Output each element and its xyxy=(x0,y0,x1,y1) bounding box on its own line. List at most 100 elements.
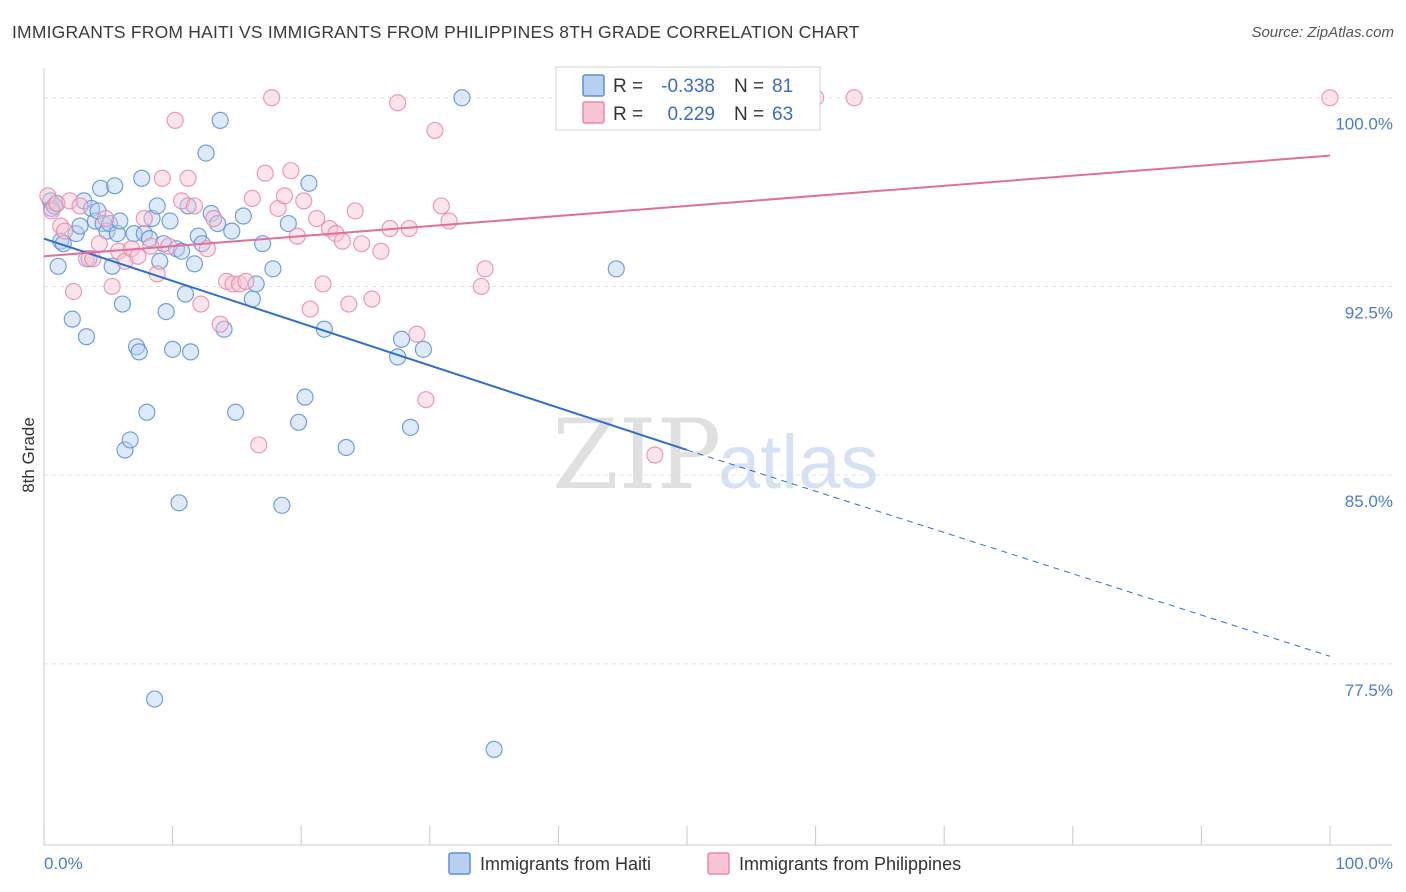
data-point xyxy=(337,438,355,457)
watermark-zip: ZIP xyxy=(552,399,721,511)
data-point xyxy=(166,111,184,129)
data-point xyxy=(426,121,444,140)
y-axis-title: 8th Grade xyxy=(19,417,38,493)
source-label: Source: ZipAtlas.com xyxy=(1251,24,1394,41)
data-point xyxy=(106,177,124,195)
data-point xyxy=(389,94,407,112)
data-point xyxy=(392,330,411,348)
data-point xyxy=(250,436,268,454)
data-point xyxy=(282,162,300,180)
data-point xyxy=(346,202,364,220)
data-point xyxy=(223,222,241,240)
x-tick-label: 100.0% xyxy=(1335,854,1393,873)
data-point xyxy=(476,260,494,278)
data-point xyxy=(145,690,164,708)
data-point xyxy=(157,303,175,321)
data-point xyxy=(153,169,171,187)
y-tick-label: 85.0% xyxy=(1345,492,1393,511)
legend-haiti-r-value: -0.338 xyxy=(661,76,715,97)
philippines-points xyxy=(39,89,1339,464)
legend-swatch-philippines xyxy=(582,101,605,124)
data-point xyxy=(138,403,156,421)
data-point xyxy=(161,212,179,230)
data-point xyxy=(237,272,255,291)
data-point xyxy=(55,222,74,240)
data-point xyxy=(224,275,242,293)
data-point xyxy=(414,340,432,358)
data-point xyxy=(372,242,390,260)
bottom-legend-swatch-haiti xyxy=(448,852,471,875)
data-point xyxy=(273,496,291,514)
data-point xyxy=(256,164,274,182)
data-point xyxy=(133,169,151,187)
data-point xyxy=(71,197,89,215)
data-point xyxy=(90,235,108,253)
data-point xyxy=(227,403,245,421)
data-point xyxy=(295,192,313,210)
data-point xyxy=(61,192,79,210)
data-point xyxy=(77,328,96,346)
data-point xyxy=(182,343,200,361)
x-tick-labels: 0.0% 100.0% xyxy=(44,854,1393,873)
data-point xyxy=(148,197,166,215)
data-point xyxy=(340,295,358,313)
data-point xyxy=(290,413,308,431)
y-tick-label: 92.5% xyxy=(1345,303,1393,322)
data-point xyxy=(417,391,435,409)
data-point xyxy=(176,285,195,303)
data-point xyxy=(97,209,115,228)
data-point xyxy=(179,169,197,187)
data-point xyxy=(408,325,426,343)
data-point xyxy=(472,277,490,296)
data-point xyxy=(170,494,188,512)
data-point xyxy=(130,343,148,361)
data-point xyxy=(108,225,126,243)
data-point xyxy=(173,242,191,260)
legend-philippines-r-value: 0.229 xyxy=(667,104,715,125)
data-point xyxy=(211,315,229,333)
y-tick-label: 100.0% xyxy=(1335,115,1393,134)
data-point xyxy=(275,187,294,205)
data-point xyxy=(103,277,121,296)
data-point xyxy=(453,89,471,107)
data-point xyxy=(296,388,314,406)
data-point xyxy=(485,740,503,758)
data-point xyxy=(363,290,381,308)
legend-philippines-n-label: N = xyxy=(734,104,764,125)
data-point xyxy=(64,282,83,301)
data-point xyxy=(211,111,229,129)
data-point xyxy=(401,418,420,436)
bottom-legend-philippines: Immigrants from Philippines xyxy=(739,854,961,874)
philippines-trend-line xyxy=(43,154,1331,258)
watermark-atlas: atlas xyxy=(718,420,879,505)
data-point xyxy=(164,340,182,358)
legend-philippines-n-value: 63 xyxy=(772,104,793,125)
data-point xyxy=(49,257,67,275)
data-point xyxy=(243,189,261,207)
data-point xyxy=(308,209,326,228)
bottom-legend-swatch-philippines xyxy=(707,852,730,875)
data-point xyxy=(845,89,863,107)
data-point xyxy=(91,179,110,197)
gridlines xyxy=(44,97,1392,665)
data-point xyxy=(353,235,371,253)
stats-legend: R = -0.338 N = 81 R = 0.229 N = 63 xyxy=(555,66,821,131)
trend-lines xyxy=(43,154,1331,657)
data-point xyxy=(192,295,210,313)
data-point xyxy=(646,446,664,464)
data-point xyxy=(1321,89,1339,107)
bottom-legend: Immigrants from Haiti Immigrants from Ph… xyxy=(448,852,961,875)
bottom-legend-haiti: Immigrants from Haiti xyxy=(480,854,651,874)
data-point xyxy=(84,250,102,268)
data-point xyxy=(279,214,297,233)
data-point xyxy=(315,320,333,338)
data-point xyxy=(247,275,265,293)
data-point xyxy=(135,209,153,228)
data-point xyxy=(607,260,625,278)
y-tick-labels: 77.5% 85.0% 92.5% 100.0% xyxy=(1335,115,1393,700)
data-point xyxy=(173,192,191,210)
data-point xyxy=(121,431,139,449)
data-point xyxy=(116,441,134,459)
data-point xyxy=(185,197,204,215)
